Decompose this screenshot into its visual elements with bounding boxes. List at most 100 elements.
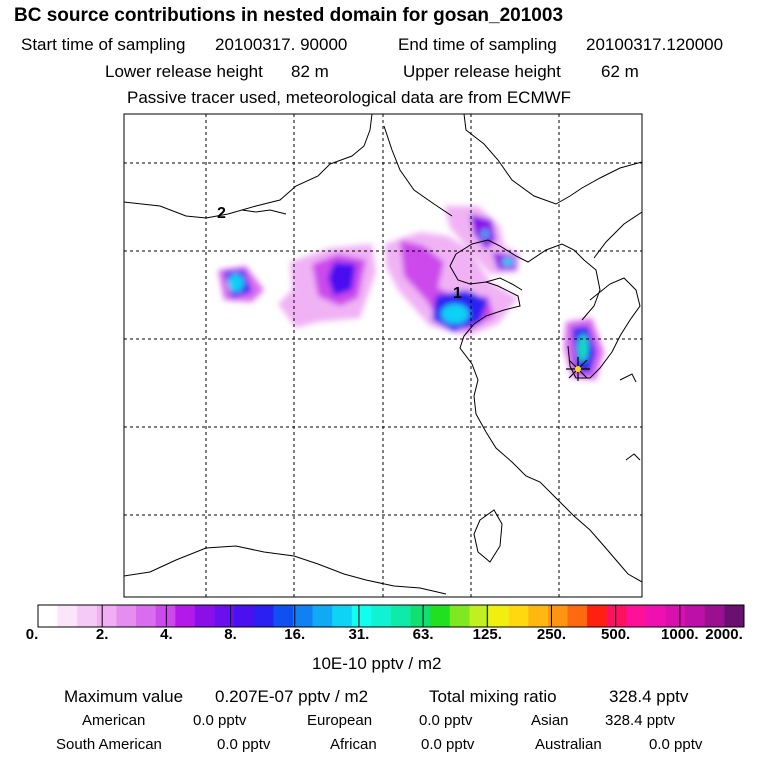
colorbar-tick-label: 250. [536, 626, 567, 643]
cyan-core-north [481, 229, 489, 239]
region-south-american-label: South American [56, 736, 162, 753]
colorbar-swatch [194, 605, 215, 627]
concentration-field [218, 206, 604, 380]
north-korea-west-coast [581, 259, 601, 321]
colorbar-swatch [567, 605, 588, 627]
colorbar-tick-label: 16. [284, 626, 306, 643]
star-icon [566, 357, 590, 381]
region-american-label: American [82, 712, 146, 729]
korea-coast [567, 277, 641, 379]
colorbar-swatch [665, 605, 686, 627]
colorbar-swatch [77, 605, 98, 627]
colorbar-swatch [332, 605, 353, 627]
region-australian-label: Australian [535, 736, 602, 753]
colorbar-unit: 10E-10 pptv / m2 [312, 654, 442, 673]
colorbar-frame [37, 604, 745, 628]
colorbar-tick-label: 31. [348, 626, 370, 643]
page-title: BC source contributions in nested domain… [14, 5, 564, 26]
shandong-coast [485, 277, 523, 291]
colorbar-swatch [214, 605, 235, 627]
region-south-american-value: 0.0 pptv [217, 736, 271, 753]
north-korea-east-border [593, 211, 642, 259]
region-asian-value: 328.4 pptv [605, 712, 676, 729]
colorbar-tick-label: 500. [601, 626, 631, 643]
total-mixing-value: 328.4 pptv [609, 687, 689, 706]
cyan-core-korea [578, 334, 588, 362]
colorbar-tick-label: 125. [472, 626, 502, 643]
colorbar-tick-label: 0. [25, 626, 39, 643]
colorbar-tick-label: 1000. [661, 626, 699, 643]
colorbar-tick-label: 8. [224, 626, 237, 643]
colorbar-swatch [234, 605, 255, 627]
colorbar-swatch [96, 605, 117, 627]
colorbar-swatch [528, 605, 549, 627]
region-american-value: 0.0 pptv [193, 712, 247, 729]
bohai-north-coast [455, 239, 585, 263]
colorbar-tick-label: 2000. [705, 626, 743, 643]
colorbar-swatch [547, 605, 568, 627]
region-asian-label: Asian [531, 712, 569, 729]
colorbar-swatch [38, 605, 59, 627]
colorbar-swatch [57, 605, 78, 627]
colorbar-swatch [351, 605, 372, 627]
cyan-core-ne [502, 258, 514, 266]
colorbar-swatch [292, 605, 314, 627]
colorbar-swatch [175, 605, 196, 627]
region-australian-value: 0.0 pptv [649, 736, 703, 753]
colorbar-swatch [155, 605, 176, 627]
max-value: 0.207E-07 pptv / m2 [215, 687, 369, 706]
lat-lon-grid [124, 114, 642, 597]
upper-release-label: Upper release height [403, 62, 561, 81]
region-african-label: African [330, 736, 377, 753]
colorbar-swatch [371, 605, 392, 627]
upper-release-value: 62 m [601, 62, 639, 81]
inner-mongolia-border [383, 125, 453, 217]
colorbar-swatch [645, 605, 667, 627]
colorbar-swatch [704, 605, 725, 627]
marker-1: 1 [453, 285, 462, 302]
map-frame [123, 113, 643, 598]
colorbar [37, 604, 745, 628]
lower-release-label: Lower release height [105, 62, 263, 81]
colorbar-swatch [116, 605, 137, 627]
border-segment [241, 209, 287, 215]
colorbar-swatch [685, 605, 706, 627]
colorbar-swatch [410, 605, 431, 627]
cyan-core-far-west [228, 274, 244, 292]
colorbar-swatch [508, 605, 529, 627]
start-time-value: 20100317. 90000 [215, 35, 348, 54]
mongolia-border-west [124, 114, 373, 219]
max-value-label: Maximum value [64, 687, 184, 706]
southern-border [124, 545, 447, 595]
colorbar-swatch [136, 605, 157, 627]
colorbar-swatch [273, 605, 294, 627]
colorbar-tick-label: 63. [412, 626, 434, 643]
coastlines [124, 114, 642, 595]
colorbar-swatch [449, 605, 470, 627]
colorbar-swatch [391, 605, 412, 627]
colorbar-tick-label: 2. [95, 626, 109, 643]
taiwan-coast [473, 509, 503, 563]
tracer-note: Passive tracer used, meteorological data… [127, 88, 572, 107]
china-east-coast [449, 253, 642, 583]
start-time-label: Start time of sampling [21, 35, 186, 54]
region-african-value: 0.0 pptv [421, 736, 475, 753]
heilongjiang-border [463, 114, 642, 205]
colorbar-swatch [312, 605, 333, 627]
region-european-value: 0.0 pptv [419, 712, 473, 729]
colorbar-swatch [626, 605, 647, 627]
colorbar-swatch [606, 605, 627, 627]
region-european-label: European [307, 712, 373, 729]
marker-2: 2 [217, 205, 226, 222]
total-mixing-label: Total mixing ratio [429, 687, 557, 706]
end-time-value: 20100317.120000 [586, 35, 724, 54]
colorbar-tick-label: 4. [160, 626, 173, 643]
colorbar-swatch [587, 605, 608, 627]
colorbar-swatch [430, 605, 451, 627]
island-segment-2 [619, 373, 637, 383]
colorbar-swatch [253, 605, 274, 627]
map-area [124, 114, 642, 597]
cyan-core-central [441, 304, 469, 324]
colorbar-swatch [469, 605, 490, 627]
